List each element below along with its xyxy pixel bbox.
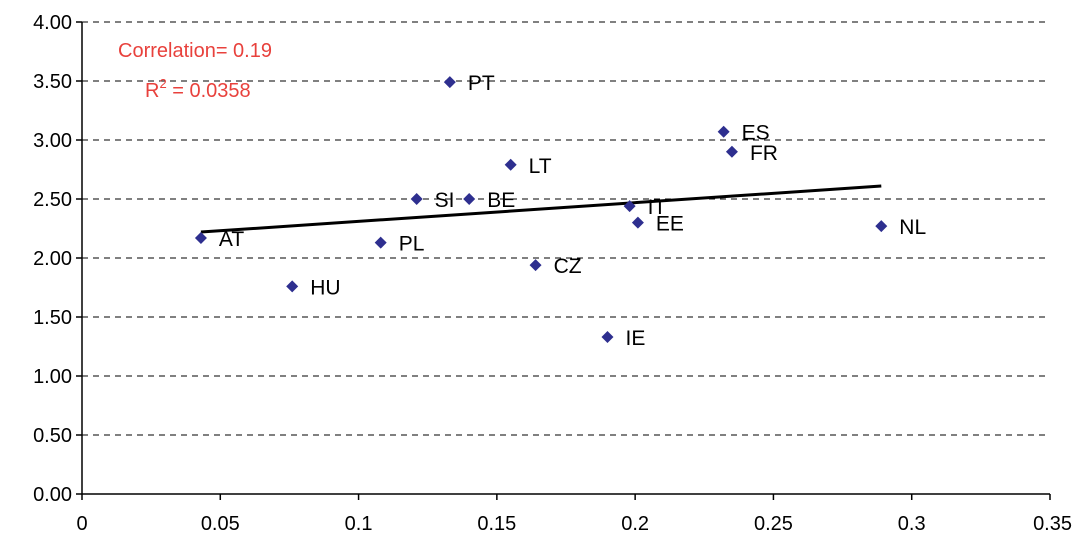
- point-label-hu: HU: [310, 276, 340, 299]
- point-pl: [374, 236, 387, 249]
- point-label-cz: CZ: [554, 255, 582, 278]
- point-label-pl: PL: [399, 233, 425, 256]
- point-it: [623, 200, 636, 213]
- point-at: [194, 231, 207, 244]
- point-label-be: BE: [487, 189, 515, 212]
- y-tick-label-0: 0.00: [33, 484, 72, 506]
- point-be: [463, 193, 476, 205]
- point-label-fr: FR: [750, 142, 778, 165]
- x-tick-label-6: 0.3: [898, 513, 926, 535]
- x-tick-label-4: 0.2: [621, 513, 649, 535]
- x-tick-label-3: 0.15: [477, 513, 516, 535]
- x-tick-label-1: 0.05: [201, 513, 240, 535]
- point-label-nl: NL: [899, 216, 926, 239]
- y-tick-label-8: 4.00: [33, 12, 72, 34]
- y-tick-label-1: 0.50: [33, 425, 72, 447]
- point-fr: [725, 145, 738, 158]
- y-tick-label-3: 1.50: [33, 307, 72, 329]
- point-lt: [504, 158, 517, 171]
- point-nl: [875, 220, 888, 233]
- y-tick-label-4: 2.00: [33, 248, 72, 270]
- y-tick-label-5: 2.50: [33, 189, 72, 211]
- x-tick-label-0: 0: [76, 513, 87, 535]
- y-tick-label-6: 3.00: [33, 130, 72, 152]
- r-squared-value: = 0.0358: [167, 80, 251, 102]
- point-label-it: IT: [648, 196, 667, 219]
- point-ie: [601, 331, 614, 344]
- point-label-at: AT: [219, 228, 244, 251]
- point-ee: [631, 216, 644, 229]
- point-label-si: SI: [435, 189, 455, 212]
- point-label-lt: LT: [529, 155, 552, 178]
- axes: [76, 21, 1051, 500]
- correlation-annotation: Correlation= 0.19: [118, 40, 272, 62]
- point-hu: [286, 280, 299, 293]
- point-label-ie: IE: [625, 327, 645, 350]
- y-tick-label-2: 1.00: [33, 366, 72, 388]
- point-si: [410, 193, 423, 205]
- point-es: [717, 125, 730, 138]
- trendline: [200, 184, 882, 234]
- x-tick-label-5: 0.25: [754, 513, 793, 535]
- data-points: [194, 76, 888, 344]
- tick-labels: 0.00 0.50 1.00 1.50 2.00 2.50 3.00 3.50 4.00 0 0.0…: [33, 12, 1072, 535]
- point-label-pt: PT: [468, 72, 495, 95]
- y-tick-label-7: 3.50: [33, 71, 72, 93]
- trendline-group: [200, 184, 882, 234]
- gridlines: [82, 21, 1050, 436]
- x-tick-label-7: 0.35: [1033, 513, 1072, 535]
- r-squared-annotation: R2 = 0.0358: [145, 76, 251, 102]
- r-squared-exponent: 2: [159, 76, 166, 91]
- point-pt: [443, 76, 456, 89]
- r-squared-symbol: R: [145, 80, 159, 102]
- x-tick-label-2: 0.1: [345, 513, 373, 535]
- point-cz: [529, 259, 542, 272]
- point-label-ee: EE: [656, 213, 684, 236]
- point-label-es: ES: [742, 122, 770, 145]
